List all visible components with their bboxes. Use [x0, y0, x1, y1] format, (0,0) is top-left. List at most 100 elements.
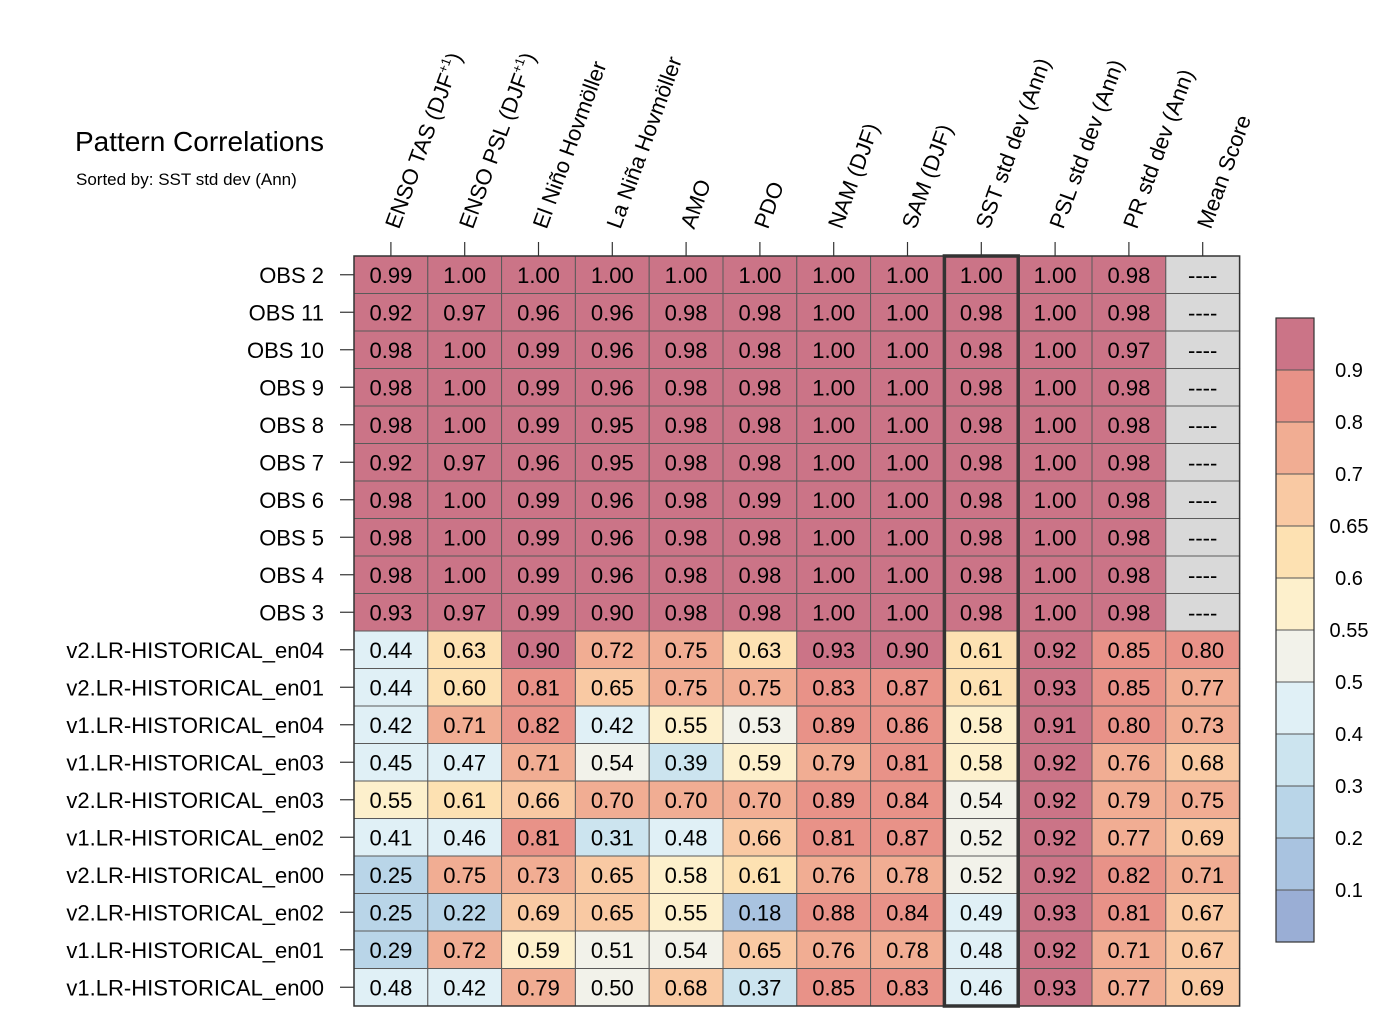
heatmap-cell — [427, 743, 503, 782]
cell-value-label: 0.79 — [1107, 788, 1150, 813]
heatmap-cell — [1165, 818, 1241, 857]
heatmap-cell — [796, 893, 872, 932]
cell-value-label: 1.00 — [886, 525, 929, 550]
heatmap-cell — [1091, 968, 1167, 1007]
row-label: OBS 5 — [259, 525, 324, 550]
cell-value-label: 0.72 — [443, 938, 486, 963]
row-label: v2.LR-HISTORICAL_en04 — [66, 638, 324, 663]
cell-value-label: 1.00 — [812, 413, 855, 438]
colorbar-tick-label: 0.1 — [1335, 880, 1363, 902]
cell-value-label: 1.00 — [443, 413, 486, 438]
cell-value-label: 0.65 — [591, 900, 634, 925]
cell-value-label: 1.00 — [812, 338, 855, 363]
heatmap-cell — [353, 443, 429, 482]
cell-value-label: 0.77 — [1107, 825, 1150, 850]
heatmap-cell — [1165, 780, 1241, 819]
cell-value-label: 1.00 — [812, 450, 855, 475]
heatmap-cell — [501, 893, 576, 932]
cell-value-label: 1.00 — [517, 263, 560, 288]
heatmap-cell — [796, 480, 872, 519]
colorbar-segment — [1275, 837, 1315, 891]
heatmap-cell — [870, 893, 945, 932]
cell-value-label: 0.90 — [886, 638, 929, 663]
cell-value-label: 0.93 — [1034, 675, 1077, 700]
cell-value-label: 0.76 — [812, 863, 855, 888]
cell-value-label: 0.25 — [369, 863, 412, 888]
heatmap-cell — [1165, 855, 1241, 894]
cell-value-label: 0.85 — [812, 975, 855, 1000]
heatmap-cell — [870, 443, 945, 482]
cell-value-label: 0.98 — [1107, 600, 1150, 625]
cell-value-label: 0.65 — [738, 938, 781, 963]
heatmap-cell — [870, 293, 945, 332]
cell-value-label: 1.00 — [886, 375, 929, 400]
cell-value-label: 1.00 — [665, 263, 708, 288]
cell-value-label: 0.98 — [738, 563, 781, 588]
column-label: Mean Score — [1192, 112, 1256, 232]
cell-value-label: 0.98 — [960, 338, 1003, 363]
heatmap-cell — [648, 330, 724, 369]
heatmap-cell — [648, 705, 724, 744]
cell-value-label: 1.00 — [1034, 450, 1077, 475]
cell-value-label: 0.18 — [738, 900, 781, 925]
heatmap-cell — [1165, 443, 1241, 482]
cell-value-label: 0.46 — [443, 825, 486, 850]
cell-value-label: 0.98 — [960, 488, 1003, 513]
row-label: OBS 6 — [259, 488, 324, 513]
heatmap-cell — [648, 968, 724, 1007]
cell-value-label: 0.98 — [369, 488, 412, 513]
heatmap-cell — [870, 968, 945, 1007]
heatmap-cell — [722, 780, 798, 819]
cell-value-label: 0.95 — [591, 450, 634, 475]
row-label: OBS 11 — [249, 300, 324, 325]
cell-value-label: ---- — [1188, 413, 1217, 438]
cell-value-label: 0.51 — [591, 938, 634, 963]
cell-value-label: 0.90 — [591, 600, 634, 625]
cell-value-label: 0.81 — [886, 750, 929, 775]
heatmap-cell — [501, 930, 576, 969]
row-label: v2.LR-HISTORICAL_en01 — [66, 675, 324, 700]
heatmap-cell — [796, 293, 872, 332]
cell-value-label: ---- — [1188, 338, 1217, 363]
heatmap-cell — [574, 930, 650, 969]
heatmap-cell — [722, 893, 798, 932]
heatmap-cell — [648, 743, 724, 782]
heatmap-cell — [1017, 480, 1093, 519]
cell-value-label: 0.98 — [738, 300, 781, 325]
cell-value-label: 0.98 — [665, 600, 708, 625]
colorbar-tick-label: 0.5 — [1335, 672, 1363, 694]
heatmap-cell — [574, 405, 650, 444]
cell-value-label: ---- — [1188, 450, 1217, 475]
colorbar-tick-label: 0.3 — [1335, 776, 1363, 798]
cell-value-label: 0.66 — [738, 825, 781, 850]
colorbar-tick-label: 0.8 — [1335, 412, 1363, 434]
cell-value-label: 0.81 — [812, 825, 855, 850]
cell-value-label: 0.79 — [812, 750, 855, 775]
cell-value-label: 0.92 — [1034, 938, 1077, 963]
heatmap-cell — [870, 855, 945, 894]
cell-value-label: 0.83 — [812, 675, 855, 700]
row-label: OBS 3 — [259, 600, 324, 625]
heatmap-cell — [1165, 968, 1241, 1007]
colorbar-segment — [1275, 369, 1315, 423]
cell-value-label: ---- — [1188, 488, 1217, 513]
heatmap-cell — [1017, 668, 1093, 707]
cell-value-label: 0.84 — [886, 788, 929, 813]
column-label: PR std dev (Ann) — [1118, 66, 1199, 232]
heatmap-cell — [648, 593, 724, 632]
cell-value-label: 0.96 — [591, 488, 634, 513]
cell-value-label: 0.98 — [960, 525, 1003, 550]
cell-value-label: 0.76 — [812, 938, 855, 963]
cell-value-label: 1.00 — [738, 263, 781, 288]
cell-value-label: 0.93 — [1034, 975, 1077, 1000]
cell-value-label: 0.73 — [1181, 713, 1224, 738]
cell-value-label: 0.92 — [369, 450, 412, 475]
cell-value-label: 1.00 — [886, 600, 929, 625]
cell-value-label: 0.83 — [886, 975, 929, 1000]
cell-value-label: 0.91 — [1034, 713, 1077, 738]
cell-value-label: 1.00 — [886, 338, 929, 363]
heatmap-cell — [722, 818, 798, 857]
cell-value-label: 0.98 — [738, 375, 781, 400]
heatmap-cell — [353, 593, 429, 632]
heatmap-cell — [1017, 555, 1093, 594]
